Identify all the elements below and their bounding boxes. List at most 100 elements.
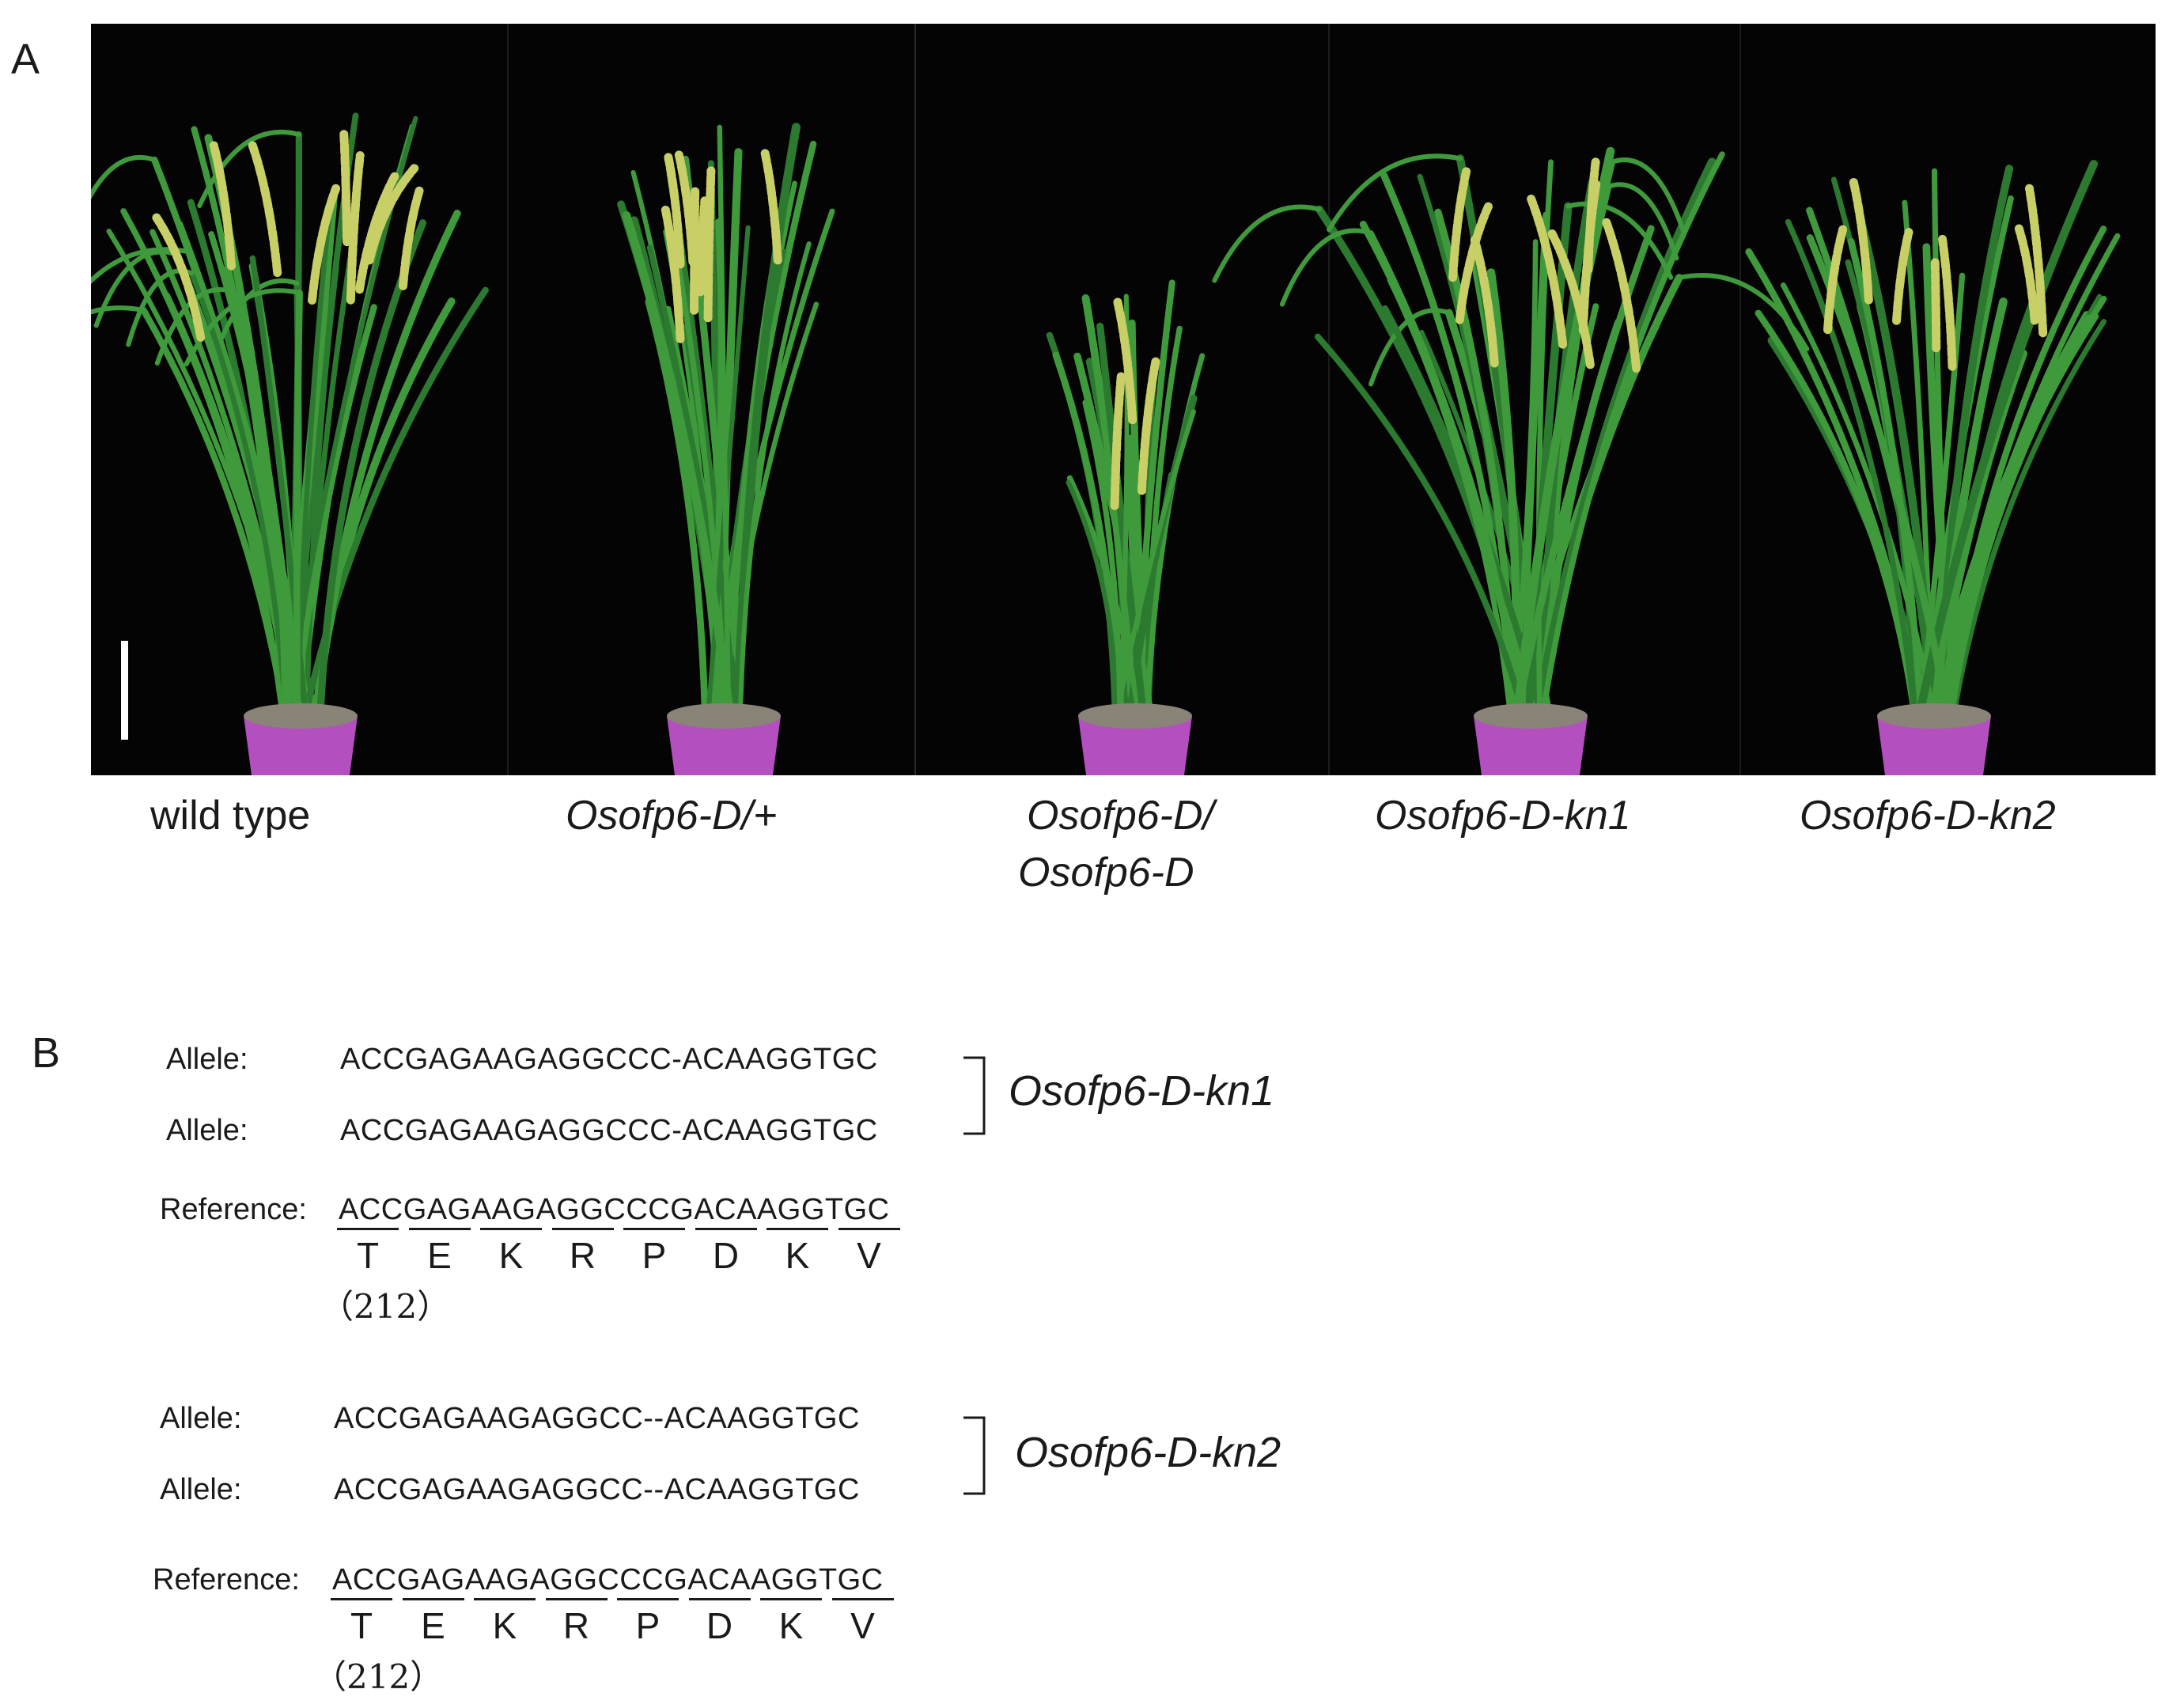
leaf [208, 231, 301, 723]
amino-acid: V [857, 1235, 881, 1276]
panicle [1823, 225, 1848, 335]
leaf [1604, 182, 1679, 261]
genotype-label-kn1: Osofp6-D-kn1 [1009, 1067, 1275, 1115]
codon-bar [767, 1228, 828, 1230]
panicle [1584, 156, 1600, 274]
label-osofp6-d-heterozygous: Osofp6-D/+ [566, 793, 778, 839]
amino-acid: K [778, 1605, 804, 1646]
panicle [308, 184, 341, 305]
leaf [1082, 400, 1123, 723]
amino-acid: E [421, 1605, 445, 1646]
codon-bar [331, 1598, 392, 1600]
panicle [1930, 256, 1941, 353]
leaf [1096, 322, 1148, 724]
plant-5 [1745, 160, 2121, 775]
leaf [1780, 282, 1938, 723]
pot [244, 716, 358, 775]
codon-bar [551, 1228, 614, 1230]
codon-bar [337, 1228, 399, 1230]
leaf [120, 208, 287, 723]
allele-label: Allele: [160, 1402, 242, 1435]
genotype-label-kn2: Osofp6-D-kn2 [1015, 1429, 1281, 1476]
panicle [248, 139, 282, 278]
leaf [732, 123, 801, 725]
panicle [1113, 297, 1137, 425]
scale-bar [121, 641, 128, 740]
codon-bar [408, 1228, 471, 1230]
amino-acid: D [706, 1605, 733, 1646]
pot [667, 716, 781, 775]
label-wild-type: wild type [150, 793, 311, 839]
codon-bar [617, 1598, 679, 1600]
soil [244, 703, 358, 729]
leaf [1917, 272, 1966, 723]
reference-label: Reference: [153, 1563, 300, 1596]
soil [667, 703, 781, 729]
panicle [1470, 235, 1499, 368]
leaf [1327, 153, 1463, 233]
leaf [91, 154, 157, 200]
leaf [293, 290, 303, 724]
amino-acid: R [569, 1235, 596, 1276]
allele-label: Allele: [160, 1473, 242, 1506]
label-osofp6-d-homozygous-line2: Osofp6-D [1018, 850, 1194, 896]
panel-a-letter: A [11, 36, 40, 83]
panicle [1527, 195, 1568, 349]
leaf [1950, 319, 2107, 723]
residue-position: （212） [320, 1287, 451, 1326]
panicle [398, 184, 425, 290]
amino-acid: R [562, 1605, 590, 1646]
allele-sequence: ACCGAGAAGAGGCC--ACAAGGTGC [334, 1473, 860, 1506]
plant-2 [617, 123, 835, 775]
codon-bar [402, 1598, 464, 1600]
panicle [365, 164, 419, 265]
panicle [1892, 228, 1913, 325]
panicle [1448, 167, 1471, 282]
leaf [1066, 479, 1119, 723]
plant-1 [91, 112, 489, 775]
plant-3 [1046, 279, 1206, 775]
allele-sequence: ACCGAGAAGAGGCC--ACAAGGTGC [334, 1402, 860, 1435]
panicle [1938, 234, 1957, 371]
plant-photo-strip [91, 24, 2156, 775]
codon-bar [545, 1598, 608, 1600]
leaf [717, 124, 732, 723]
panicle [1137, 355, 1160, 495]
panicle [1849, 176, 1873, 305]
leaf [1314, 333, 1528, 724]
panicle [661, 203, 685, 343]
amino-acid: P [642, 1235, 667, 1276]
panicle [209, 141, 237, 271]
label-osofp6-d-homozygous-line1: Osofp6-D/ [1027, 793, 1214, 839]
codon-bar [760, 1598, 822, 1600]
reference-sequence: ACCGAGAAGAGGCCCGACAAGGTGC [332, 1563, 884, 1596]
amino-acid: K [785, 1235, 810, 1276]
leaf [1279, 228, 1374, 307]
codon-bar [831, 1598, 894, 1600]
panicle [1602, 218, 1641, 373]
soil [1078, 703, 1192, 729]
leaf [1913, 160, 2099, 725]
panicle [1547, 229, 1595, 369]
leaf [1785, 218, 1918, 723]
leaf [301, 286, 489, 724]
soil [1877, 703, 1991, 729]
leaf [91, 305, 146, 315]
genotype-bracket [963, 1056, 986, 1135]
plant-group [91, 112, 2121, 775]
codon-bar [474, 1598, 536, 1600]
label-osofp6-d-kn1: Osofp6-D-kn1 [1375, 793, 1631, 839]
leaf [705, 225, 751, 723]
reference-label: Reference: [160, 1193, 307, 1226]
panicle [152, 213, 206, 342]
genotype-bracket [963, 1416, 986, 1495]
leaf [1929, 297, 2008, 725]
allele-sequence: ACCGAGAAGAGGCCC-ACAAGGTGC [340, 1114, 878, 1147]
label-osofp6-d-kn2: Osofp6-D-kn2 [1800, 793, 2056, 839]
leaf [1565, 201, 1674, 280]
leaf [1113, 409, 1196, 723]
codon-bar [688, 1598, 751, 1600]
panicle [1110, 372, 1126, 510]
allele-label: Allele: [166, 1043, 248, 1076]
codon-bar [623, 1228, 685, 1230]
